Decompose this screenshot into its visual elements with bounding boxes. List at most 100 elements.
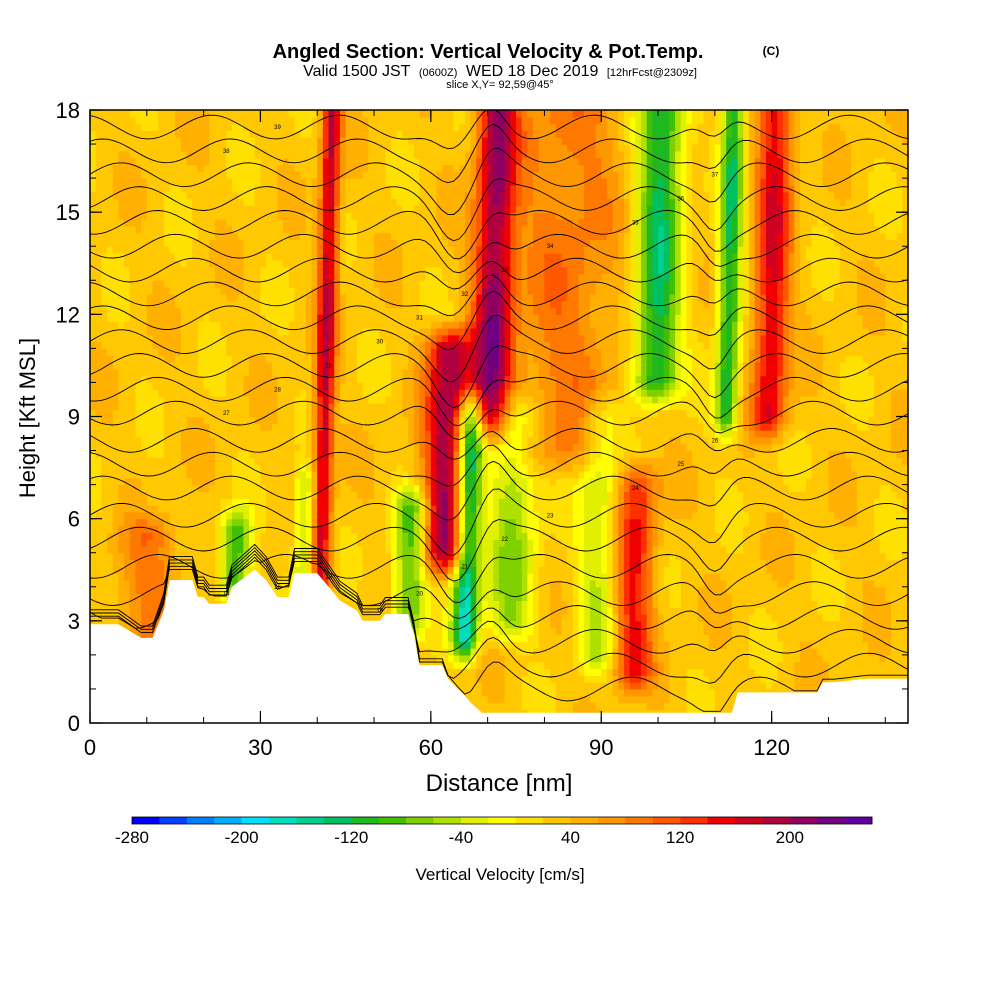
velocity-cell <box>249 518 256 527</box>
velocity-cell <box>232 280 239 288</box>
velocity-cell <box>180 375 188 384</box>
velocity-cell <box>112 164 119 172</box>
velocity-cell <box>146 123 154 132</box>
velocity-cell <box>118 368 125 377</box>
velocity-cell <box>385 280 392 288</box>
velocity-cell <box>158 552 165 561</box>
velocity-cell <box>197 566 205 574</box>
velocity-cell <box>339 491 347 499</box>
velocity-cell <box>266 491 273 499</box>
velocity-cell <box>243 116 250 125</box>
velocity-cell <box>232 287 239 295</box>
velocity-cell <box>214 130 222 138</box>
velocity-cell <box>260 205 267 213</box>
velocity-cell <box>351 259 358 268</box>
velocity-cell <box>368 607 375 615</box>
velocity-cell <box>152 416 159 424</box>
velocity-cell <box>101 225 108 234</box>
velocity-cell <box>152 436 159 445</box>
velocity-cell <box>322 232 330 241</box>
velocity-cell <box>141 239 148 247</box>
velocity-cell <box>107 116 114 125</box>
velocity-cell <box>391 375 398 384</box>
velocity-cell <box>288 484 296 493</box>
velocity-cell <box>107 484 114 493</box>
velocity-cell <box>288 355 296 363</box>
velocity-cell <box>107 137 114 145</box>
velocity-cell <box>385 573 392 581</box>
velocity-cell <box>180 150 188 159</box>
velocity-cell <box>129 259 137 268</box>
velocity-cell <box>254 525 262 533</box>
velocity-cell <box>351 423 358 431</box>
velocity-cell <box>175 110 182 118</box>
velocity-cell <box>266 321 273 329</box>
velocity-cell <box>214 484 222 493</box>
velocity-cell <box>180 355 188 363</box>
velocity-cell <box>226 212 233 220</box>
velocity-cell <box>328 232 335 241</box>
velocity-cell <box>260 137 267 145</box>
velocity-cell <box>254 253 262 261</box>
velocity-cell <box>95 586 102 595</box>
velocity-cell <box>243 525 250 533</box>
velocity-cell <box>288 198 296 206</box>
velocity-cell <box>95 110 102 118</box>
velocity-cell <box>107 545 114 554</box>
velocity-cell <box>118 573 125 581</box>
velocity-cell <box>129 532 137 540</box>
velocity-cell <box>209 450 216 458</box>
velocity-cell <box>152 559 159 567</box>
velocity-cell <box>396 477 404 486</box>
velocity-cell <box>175 484 182 493</box>
velocity-cell <box>368 130 375 138</box>
velocity-cell <box>322 470 330 479</box>
velocity-cell <box>203 130 210 138</box>
velocity-cell <box>124 300 131 309</box>
velocity-cell <box>254 116 262 125</box>
velocity-cell <box>112 464 119 472</box>
velocity-cell <box>135 607 142 615</box>
velocity-cell <box>374 314 381 322</box>
velocity-cell <box>260 566 267 574</box>
velocity-cell <box>271 246 279 254</box>
velocity-cell <box>328 416 335 424</box>
velocity-cell <box>328 150 335 159</box>
velocity-cell <box>396 116 404 125</box>
velocity-cell <box>294 416 301 424</box>
velocity-cell <box>305 532 313 540</box>
velocity-cell <box>317 484 324 493</box>
velocity-cell <box>129 409 137 418</box>
velocity-cell <box>288 130 296 138</box>
velocity-cell <box>356 191 364 200</box>
velocity-cell <box>135 579 142 588</box>
velocity-cell <box>186 464 193 472</box>
velocity-cell <box>141 375 148 384</box>
velocity-cell <box>220 334 227 343</box>
velocity-cell <box>214 375 222 384</box>
velocity-cell <box>209 123 216 132</box>
velocity-cell <box>112 110 119 118</box>
velocity-cell <box>107 171 114 179</box>
velocity-cell <box>237 539 244 547</box>
velocity-cell <box>95 137 102 145</box>
velocity-cell <box>135 157 142 166</box>
velocity-cell <box>283 239 290 247</box>
velocity-cell <box>260 355 267 363</box>
velocity-cell <box>271 539 279 547</box>
velocity-cell <box>362 573 369 581</box>
velocity-cell <box>362 232 369 241</box>
velocity-cell <box>107 334 114 343</box>
velocity-cell <box>334 321 341 329</box>
velocity-cell <box>124 423 131 431</box>
velocity-cell <box>345 259 352 268</box>
velocity-cell <box>345 144 352 152</box>
velocity-cell <box>356 293 364 302</box>
velocity-cell <box>180 116 188 125</box>
velocity-cell <box>90 484 97 493</box>
velocity-cell <box>311 525 318 533</box>
velocity-cell <box>118 150 125 159</box>
velocity-cell <box>95 116 102 125</box>
velocity-cell <box>345 225 352 234</box>
velocity-cell <box>368 178 375 186</box>
